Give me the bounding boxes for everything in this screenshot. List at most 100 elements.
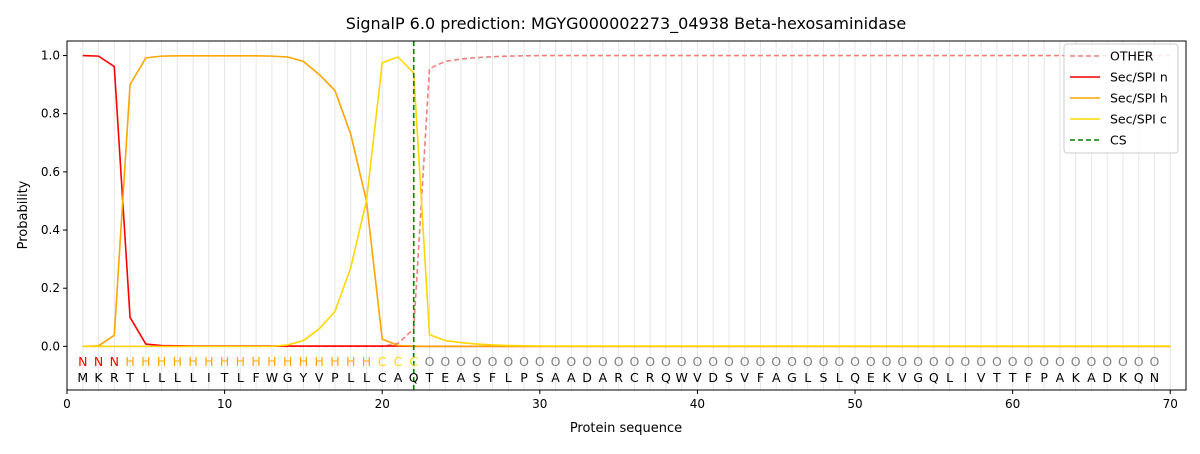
residue-label: H [173,354,182,369]
y-tick-label: 0.8 [41,107,60,121]
x-tick-label: 70 [1163,397,1178,411]
sequence-letter: L [804,370,811,385]
tick-layer: 0 10 20 30 40 50 60 70 0.0 0.2 0.4 0.6 0.8 1.0 [41,49,1178,411]
residue-label: H [204,354,213,369]
residue-label: O [803,354,813,369]
x-tick-label: 60 [1005,397,1020,411]
residue-label: H [236,354,245,369]
residue-label: C [394,354,403,369]
sequence-letter: C [378,370,387,385]
sequence-letter: S [473,370,481,385]
legend-box [1063,43,1179,154]
sequence-letter: L [174,370,181,385]
x-axis-label: Protein sequence [570,421,682,436]
sequence-letter: Q [850,370,860,385]
sequence-letter: Y [299,370,308,385]
sequence-letter: L [363,370,370,385]
residue-label: O [1102,354,1112,369]
sequence-letter: T [425,370,434,385]
sequence-letter: L [142,370,149,385]
sequence-letter: A [567,370,576,385]
residue-label: O [834,354,844,369]
residue-label: N [110,354,119,369]
residue-label: O [1055,354,1065,369]
sequence-letter: S [820,370,828,385]
residue-label: C [378,354,387,369]
sequence-letter: D [582,370,592,385]
residue-label: O [945,354,955,369]
residue-label: O [976,354,986,369]
sequence-letter: L [190,370,197,385]
residue-label: H [141,354,150,369]
sequence-letter: F [253,370,260,385]
residue-label: O [614,354,624,369]
residue-label: O [929,354,939,369]
sequence-letter: A [551,370,560,385]
sequence-letter: K [1119,370,1128,385]
residue-label: O [519,354,529,369]
residue-label: O [960,354,970,369]
sequence-letter: L [158,370,165,385]
sequence-letter: F [489,370,496,385]
sequence-letter: R [646,370,655,385]
sequence-letter: L [505,370,512,385]
residue-label: O [551,354,561,369]
sequence-letter: L [946,370,953,385]
sequence-letter: G [913,370,923,385]
sequence-letter: D [1102,370,1112,385]
residue-label: O [708,354,718,369]
sequence-letter: F [757,370,764,385]
residue-label: H [299,354,308,369]
residue-label: O [819,354,829,369]
y-tick-label: 1.0 [41,49,60,63]
sequence-letter: E [867,370,875,385]
residue-label: O [1118,354,1128,369]
residue-label: H [267,354,276,369]
sequence-letter: V [977,370,986,385]
plot-frame [66,40,1187,391]
sequence-letter: M [77,370,88,385]
y-tick-label: 0.2 [41,281,60,295]
sequence-letter: Q [661,370,671,385]
residue-layer: NMNKNRHTHLHLHLHLHIHTHLHFHWHGHYHVHPHLHLCC… [77,354,1159,385]
sequence-letter: P [1040,370,1048,385]
sequence-letter: V [898,370,907,385]
residue-label: O [787,354,797,369]
chart-title: SignalP 6.0 prediction: MGYG000002273_04… [346,14,906,34]
residue-label: O [566,354,576,369]
x-tick-label: 30 [532,397,547,411]
x-tick-label: 0 [63,397,71,411]
residue-label: O [897,354,907,369]
series-line-other [82,54,1171,348]
residue-label: O [1134,354,1144,369]
residue-label: O [1071,354,1081,369]
residue-label: C [409,354,418,369]
grid-layer [82,41,1171,390]
sequence-letter: A [1056,370,1065,385]
residue-label: O [661,354,671,369]
sequence-letter: G [787,370,797,385]
series-line-sec-spi-c [82,56,1171,348]
sequence-letter: K [882,370,891,385]
residue-label: O [740,354,750,369]
sequence-letter: V [693,370,702,385]
residue-label: H [220,354,229,369]
x-tick-label: 20 [375,397,390,411]
sequence-letter: T [992,370,1001,385]
x-tick-label: 40 [690,397,705,411]
series-line-sec-spi-h [82,55,1171,348]
legend-label: Sec/SPI n [1110,70,1168,85]
sequence-letter: W [675,370,687,385]
y-tick-label: 0.0 [41,339,60,353]
sequence-letter: N [1150,370,1159,385]
sequence-letter: S [536,370,544,385]
sequence-letter: I [207,370,211,385]
sequence-letter: Q [929,370,939,385]
residue-label: O [582,354,592,369]
sequence-letter: E [441,370,449,385]
sequence-letter: Q [409,370,419,385]
sequence-letter: I [964,370,968,385]
sequence-letter: S [725,370,733,385]
sequence-letter: K [1072,370,1081,385]
